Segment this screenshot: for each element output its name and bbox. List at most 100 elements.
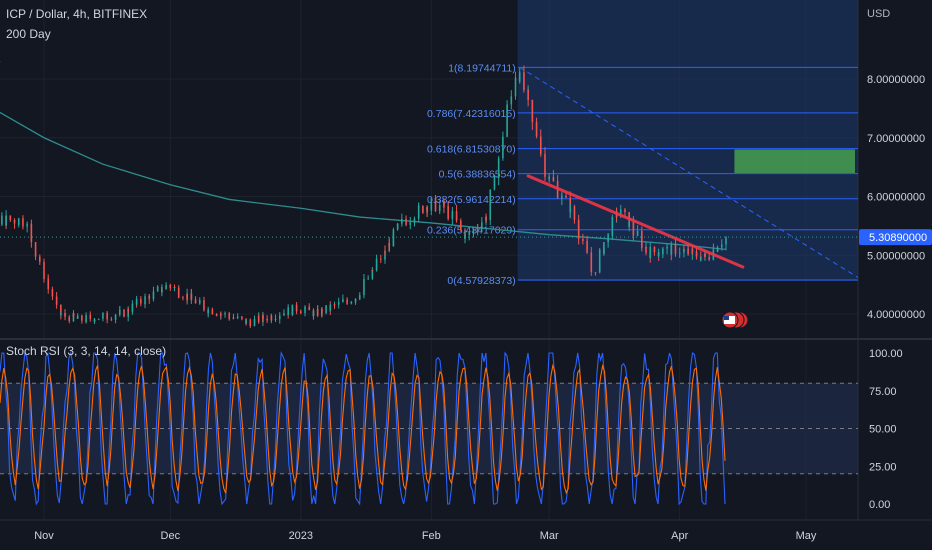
candle-body: [283, 313, 285, 316]
candle-body: [114, 314, 117, 317]
candle-body: [118, 310, 121, 315]
candle-body: [13, 220, 16, 224]
candle-body: [270, 315, 273, 320]
candle-body: [106, 318, 108, 320]
candle-body: [363, 279, 365, 287]
candle-body: [687, 248, 689, 255]
candle-body: [683, 249, 685, 250]
candle-body: [531, 100, 534, 114]
candle-body: [93, 319, 96, 322]
candle-body: [459, 220, 462, 227]
candle-body: [363, 286, 365, 296]
candle-body: [476, 229, 479, 230]
stoch-rsi-d-line: [0, 363, 726, 495]
candle-body: [375, 258, 378, 265]
candle-body: [695, 251, 698, 257]
candle-body: [198, 300, 201, 302]
stoch-rsi-title[interactable]: Stoch RSI (3, 3, 14, 14, close): [6, 344, 167, 358]
candle-body: [249, 322, 252, 327]
candle-body: [177, 287, 180, 296]
candle-body: [632, 230, 635, 236]
candle-body: [527, 89, 529, 101]
candle-body: [514, 77, 517, 90]
candle-body: [683, 249, 685, 253]
rsi-tick-label: 75.00: [869, 386, 897, 398]
candle-body: [342, 299, 344, 302]
candle-body: [354, 298, 357, 302]
candle-body: [674, 245, 677, 254]
candle-body: [577, 219, 580, 230]
candle-body: [636, 231, 639, 236]
candle-body: [497, 158, 500, 178]
fib-retracement-zone: [517, 0, 858, 281]
candle-body: [531, 113, 534, 123]
candle-body: [262, 315, 264, 319]
candle-body: [241, 316, 243, 318]
candle-body: [1, 217, 3, 225]
candle-body: [1, 215, 3, 218]
candle-body: [607, 233, 609, 243]
candle-body: [30, 230, 33, 243]
chart-title: ICP / Dollar, 4h, BITFINEX: [6, 7, 148, 21]
candle-body: [468, 232, 471, 235]
candle-body: [220, 313, 222, 315]
candle-body: [51, 289, 54, 297]
candle-body: [346, 301, 348, 304]
candle-body: [304, 306, 306, 310]
candle-body: [337, 301, 340, 305]
candle-body: [422, 206, 424, 213]
candle-body: [194, 299, 197, 304]
ma-legend-label[interactable]: 200 Day: [6, 27, 51, 41]
candle-body: [619, 211, 622, 215]
candle-body: [598, 258, 601, 273]
candle-body: [645, 246, 647, 253]
candle-body: [388, 242, 391, 247]
candle-body: [215, 314, 218, 316]
candle-body: [577, 229, 580, 239]
candle-body: [556, 185, 559, 198]
candle-body: [186, 293, 188, 301]
candle-body: [34, 252, 37, 257]
candle-body: [165, 284, 167, 290]
candle-body: [417, 206, 420, 207]
candle-body: [236, 316, 239, 319]
candle-body: [434, 197, 437, 212]
candle-body: [358, 295, 361, 299]
candle-body: [60, 314, 62, 316]
candle-body: [102, 314, 104, 319]
rsi-tick-label: 25.00: [869, 461, 897, 473]
fib-level-label: 0.382(5.96142214): [427, 194, 516, 206]
candle-body: [228, 315, 231, 319]
candle-body: [716, 247, 719, 252]
candle-body: [26, 223, 28, 227]
trend-line: [526, 174, 745, 269]
candle-body: [506, 121, 508, 137]
candle-body: [725, 237, 727, 245]
candle-body: [678, 252, 681, 254]
candle-body: [598, 249, 601, 259]
candle-body: [68, 316, 71, 322]
candle-body: [430, 204, 433, 211]
candle-body: [81, 315, 83, 321]
candle-body: [161, 289, 163, 292]
price-tick-label: 4.00000000: [867, 309, 925, 321]
candle-body: [190, 293, 193, 300]
candle-body: [455, 211, 458, 219]
candle-body: [308, 306, 311, 311]
candle-body: [443, 201, 445, 208]
candle-body: [140, 298, 142, 304]
candle-body: [510, 96, 513, 105]
candle-body: [472, 228, 475, 233]
candle-body: [329, 304, 332, 311]
candle-body: [367, 278, 369, 280]
fib-level-label: 0.5(6.38836554): [439, 169, 516, 181]
candle-body: [17, 218, 20, 225]
candle-body: [459, 226, 462, 230]
price-tick-label: 7.00000000: [867, 133, 925, 145]
candle-body: [619, 209, 622, 212]
candle-body: [481, 222, 483, 230]
resistance-trend-line: [526, 174, 745, 269]
candle-body: [102, 312, 104, 315]
candle-body: [489, 189, 492, 209]
